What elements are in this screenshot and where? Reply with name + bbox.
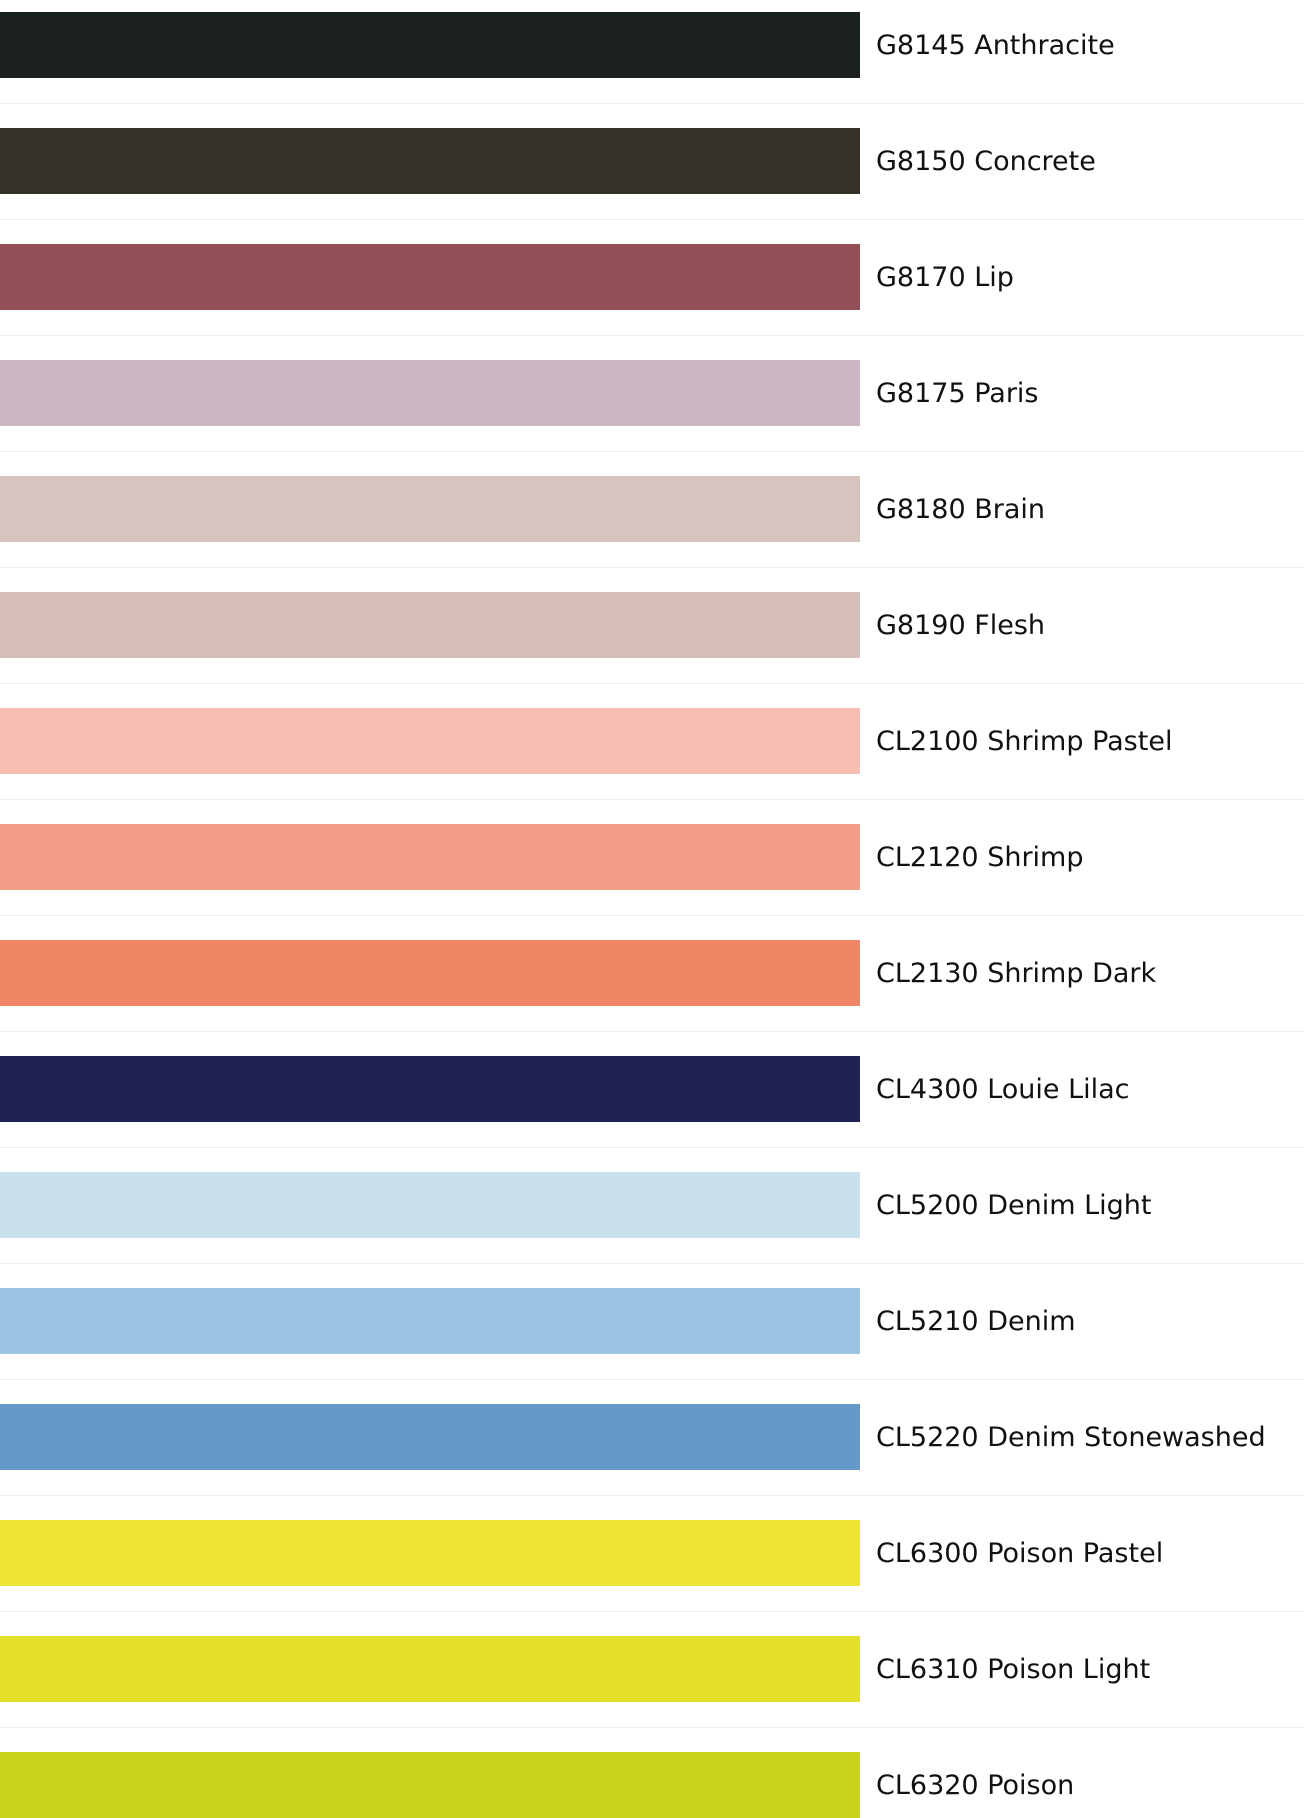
color-swatch (0, 12, 860, 78)
row-divider (0, 799, 1304, 800)
color-label: CL4300 Louie Lilac (876, 1073, 1130, 1105)
color-row: G8190 Flesh (0, 592, 1304, 658)
color-label: G8145 Anthracite (876, 29, 1115, 61)
color-label: G8150 Concrete (876, 145, 1096, 177)
row-divider (0, 103, 1304, 104)
color-swatch (0, 592, 860, 658)
color-label: CL5200 Denim Light (876, 1189, 1152, 1221)
color-row: CL2100 Shrimp Pastel (0, 708, 1304, 774)
color-swatch (0, 940, 860, 1006)
color-label: CL2130 Shrimp Dark (876, 957, 1157, 989)
color-swatch (0, 476, 860, 542)
color-label: G8170 Lip (876, 261, 1014, 293)
color-swatch (0, 1404, 860, 1470)
color-swatch (0, 244, 860, 310)
row-divider (0, 1147, 1304, 1148)
row-divider (0, 1611, 1304, 1612)
color-row: CL5200 Denim Light (0, 1172, 1304, 1238)
color-label: G8190 Flesh (876, 609, 1046, 641)
row-divider (0, 219, 1304, 220)
row-divider (0, 683, 1304, 684)
color-swatch (0, 1520, 860, 1586)
color-swatch (0, 128, 860, 194)
color-label: G8180 Brain (876, 493, 1046, 525)
row-divider (0, 451, 1304, 452)
color-label: CL2120 Shrimp (876, 841, 1084, 873)
row-divider (0, 567, 1304, 568)
color-row: CL6300 Poison Pastel (0, 1520, 1304, 1586)
row-divider (0, 1263, 1304, 1264)
color-swatch (0, 1636, 860, 1702)
color-row: G8170 Lip (0, 244, 1304, 310)
row-divider (0, 1031, 1304, 1032)
color-swatch (0, 1288, 860, 1354)
color-row: CL2120 Shrimp (0, 824, 1304, 890)
color-row: CL5210 Denim (0, 1288, 1304, 1354)
row-divider (0, 1495, 1304, 1496)
color-label: CL2100 Shrimp Pastel (876, 725, 1173, 757)
color-row: CL5220 Denim Stonewashed (0, 1404, 1304, 1470)
color-row: G8180 Brain (0, 476, 1304, 542)
row-divider (0, 915, 1304, 916)
color-swatch (0, 1172, 860, 1238)
color-label: CL6310 Poison Light (876, 1653, 1151, 1685)
color-row: G8150 Concrete (0, 128, 1304, 194)
color-row: CL6320 Poison (0, 1752, 1304, 1818)
color-swatch (0, 824, 860, 890)
color-label: G8175 Paris (876, 377, 1039, 409)
color-row: CL4300 Louie Lilac (0, 1056, 1304, 1122)
row-divider (0, 1379, 1304, 1380)
color-row: CL2130 Shrimp Dark (0, 940, 1304, 1006)
color-label: CL5210 Denim (876, 1305, 1076, 1337)
color-row: CL6310 Poison Light (0, 1636, 1304, 1702)
color-label: CL6320 Poison (876, 1769, 1075, 1801)
color-label: CL5220 Denim Stonewashed (876, 1421, 1266, 1453)
color-row: G8175 Paris (0, 360, 1304, 426)
color-label: CL6300 Poison Pastel (876, 1537, 1164, 1569)
color-swatch (0, 1752, 860, 1818)
color-swatch (0, 360, 860, 426)
row-divider (0, 1727, 1304, 1728)
row-divider (0, 335, 1304, 336)
color-swatch (0, 1056, 860, 1122)
color-row: G8145 Anthracite (0, 12, 1304, 78)
color-swatch (0, 708, 860, 774)
